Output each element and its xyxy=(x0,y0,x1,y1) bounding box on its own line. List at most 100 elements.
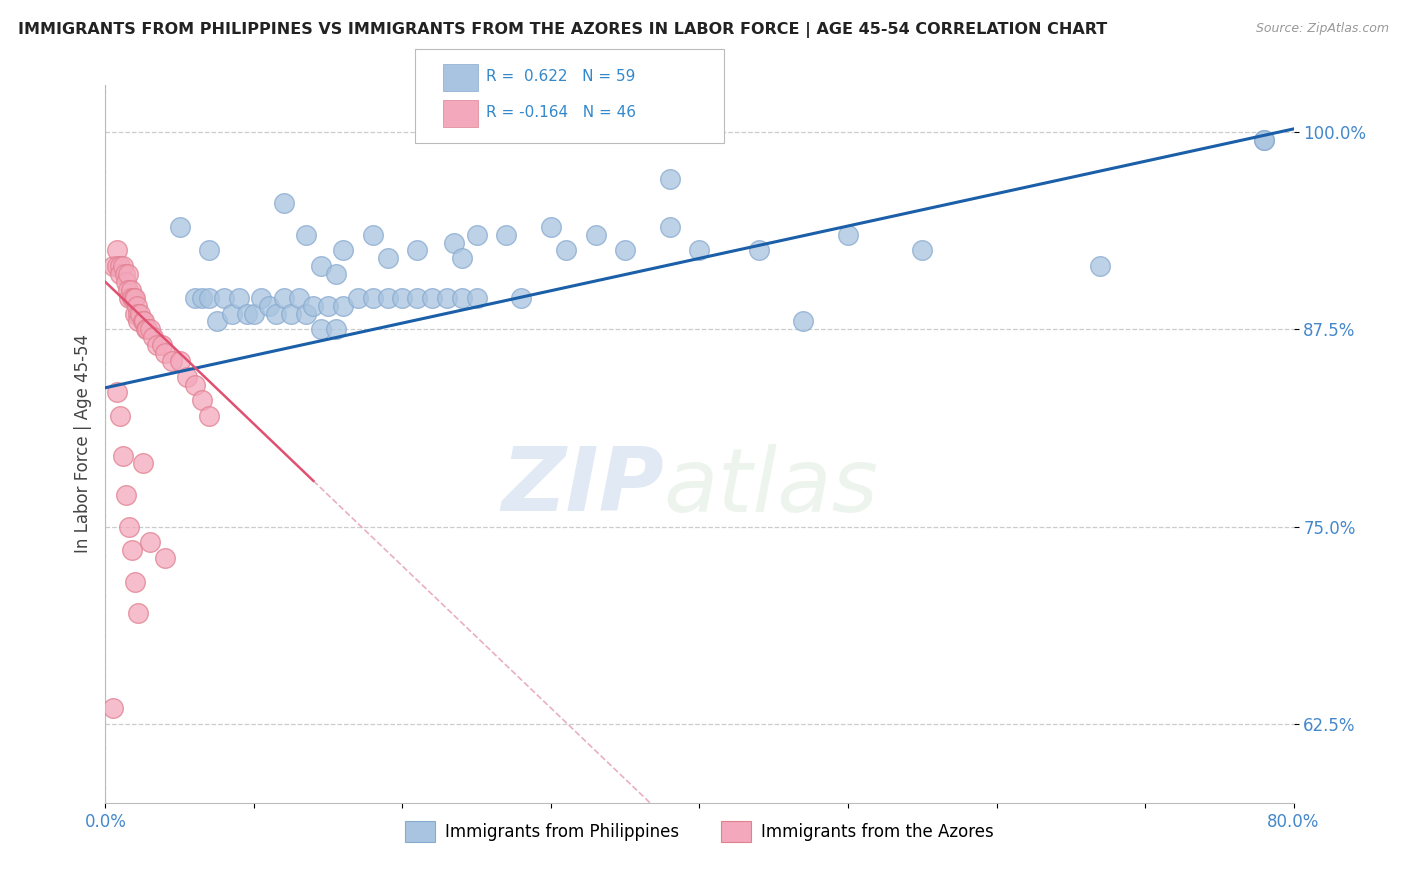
Point xyxy=(302,299,325,313)
Text: IMMIGRANTS FROM PHILIPPINES VS IMMIGRANTS FROM THE AZORES IN LABOR FORCE | AGE 4: IMMIGRANTS FROM PHILIPPINES VS IMMIGRANT… xyxy=(18,22,1108,38)
Point xyxy=(614,244,637,258)
Point xyxy=(128,307,150,321)
Point xyxy=(169,354,191,368)
Point xyxy=(465,291,488,305)
Point xyxy=(131,314,153,328)
Point xyxy=(443,235,465,250)
Point xyxy=(118,519,141,533)
Point xyxy=(136,322,159,336)
Point xyxy=(127,307,149,321)
Point xyxy=(124,291,146,305)
Point xyxy=(250,291,273,305)
Point xyxy=(235,307,257,321)
Point xyxy=(1090,259,1112,273)
Point xyxy=(117,267,139,281)
Point xyxy=(139,535,162,549)
Point xyxy=(127,314,149,328)
Point xyxy=(450,291,472,305)
Point xyxy=(295,227,318,242)
Point xyxy=(191,393,214,408)
Point xyxy=(273,291,295,305)
Point xyxy=(748,244,770,258)
Point xyxy=(105,259,128,273)
Text: ZIP: ZIP xyxy=(501,443,664,531)
Point xyxy=(554,244,576,258)
Point xyxy=(228,291,250,305)
Point xyxy=(243,307,266,321)
Point xyxy=(287,291,309,305)
Point xyxy=(361,291,384,305)
Point xyxy=(146,338,169,352)
Point xyxy=(115,488,138,502)
Point xyxy=(540,219,562,234)
Point xyxy=(347,291,370,305)
Point xyxy=(689,244,711,258)
Point xyxy=(911,244,934,258)
Point xyxy=(309,259,332,273)
Point xyxy=(169,219,191,234)
Point xyxy=(121,291,143,305)
Point xyxy=(325,322,347,336)
Point xyxy=(131,457,153,471)
Point xyxy=(153,551,176,566)
Point xyxy=(122,291,145,305)
Legend: Immigrants from Philippines, Immigrants from the Azores: Immigrants from Philippines, Immigrants … xyxy=(398,814,1001,848)
Point xyxy=(183,377,205,392)
Point xyxy=(114,267,136,281)
Point xyxy=(112,449,135,463)
Text: atlas: atlas xyxy=(664,444,879,530)
Point xyxy=(792,314,814,328)
Point xyxy=(214,291,236,305)
Point xyxy=(465,227,488,242)
Point xyxy=(585,227,607,242)
Text: R = -0.164   N = 46: R = -0.164 N = 46 xyxy=(486,105,637,120)
Point xyxy=(658,172,681,186)
Point xyxy=(361,227,384,242)
Point xyxy=(125,299,148,313)
Point xyxy=(495,227,517,242)
Point xyxy=(436,291,458,305)
Point xyxy=(127,607,149,621)
Point xyxy=(316,299,339,313)
Point xyxy=(837,227,859,242)
Point xyxy=(101,259,124,273)
Point xyxy=(153,346,176,360)
Point xyxy=(162,354,184,368)
Point xyxy=(139,322,162,336)
Point xyxy=(205,314,228,328)
Point xyxy=(391,291,413,305)
Text: R =  0.622   N = 59: R = 0.622 N = 59 xyxy=(486,70,636,84)
Point xyxy=(280,307,302,321)
Point xyxy=(332,244,354,258)
Point xyxy=(150,338,173,352)
Point xyxy=(110,267,132,281)
Y-axis label: In Labor Force | Age 45-54: In Labor Force | Age 45-54 xyxy=(73,334,91,553)
Point xyxy=(135,322,157,336)
Point xyxy=(176,369,198,384)
Point xyxy=(124,307,146,321)
Point xyxy=(377,291,399,305)
Point xyxy=(101,701,124,715)
Point xyxy=(1253,133,1275,147)
Point xyxy=(117,283,139,297)
Point xyxy=(132,314,155,328)
Point xyxy=(121,543,143,558)
Point xyxy=(295,307,318,321)
Point xyxy=(1253,133,1275,147)
Point xyxy=(510,291,533,305)
Point xyxy=(658,219,681,234)
Point xyxy=(332,299,354,313)
Point xyxy=(264,307,287,321)
Point xyxy=(377,252,399,266)
Point xyxy=(198,244,221,258)
Point xyxy=(450,252,472,266)
Point xyxy=(105,244,128,258)
Text: Source: ZipAtlas.com: Source: ZipAtlas.com xyxy=(1256,22,1389,36)
Point xyxy=(420,291,443,305)
Point xyxy=(118,291,141,305)
Point xyxy=(183,291,205,305)
Point xyxy=(309,322,332,336)
Point xyxy=(191,291,214,305)
Point xyxy=(142,330,165,344)
Point xyxy=(406,244,429,258)
